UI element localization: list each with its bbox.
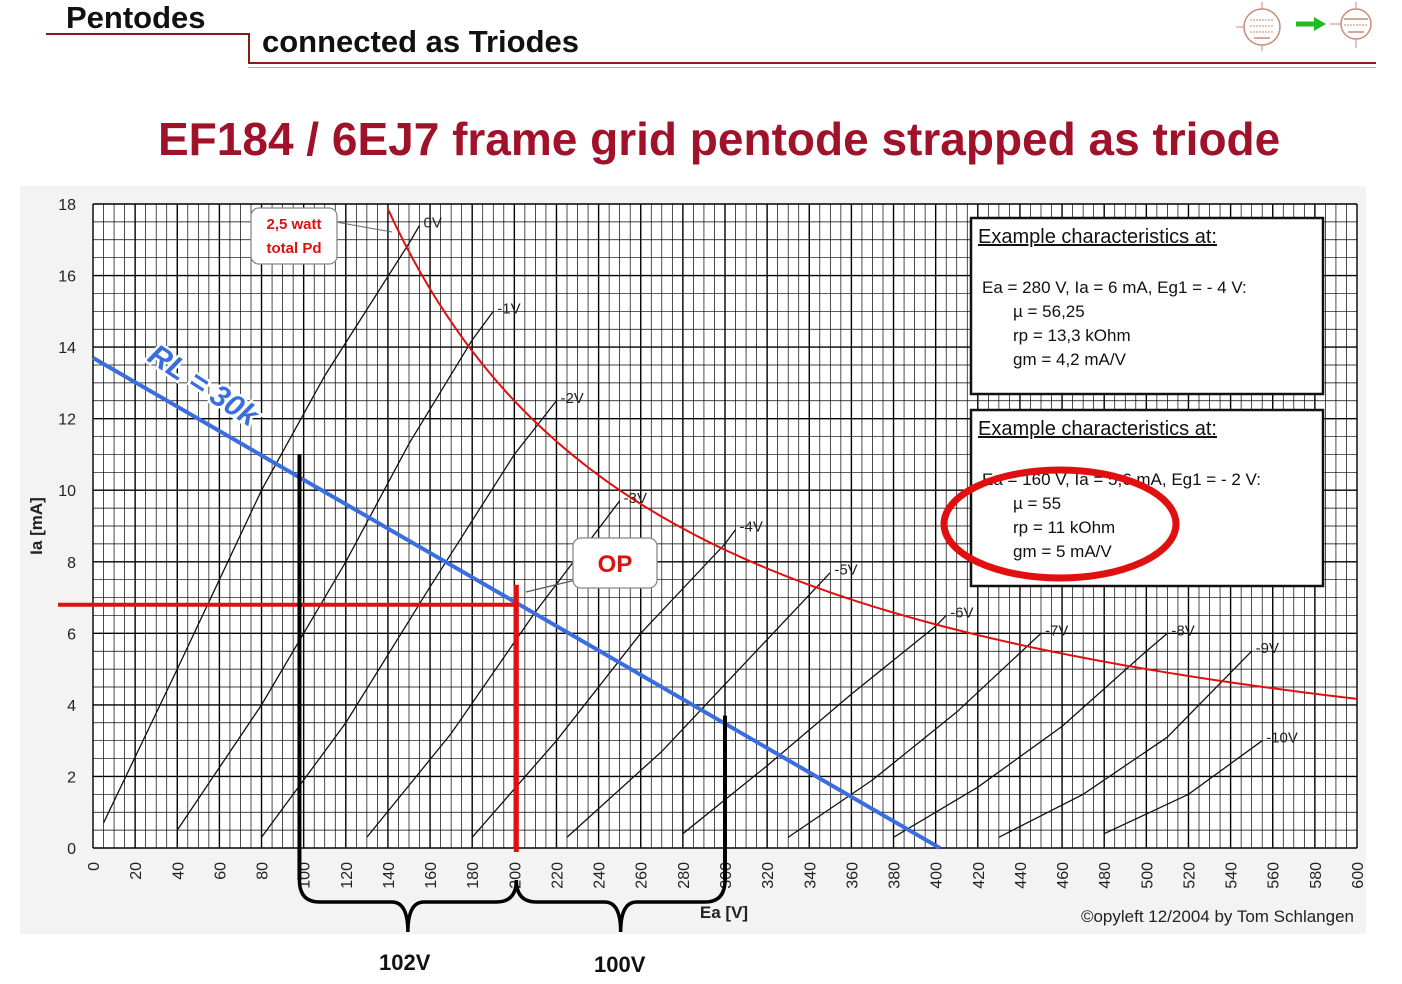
grid-curve-minus9V (998, 650, 1253, 838)
grid-curve-minus2V (261, 400, 557, 838)
info-box-value: rp = 11 kOhm (1013, 518, 1115, 537)
grid-curve-label: -10V (1266, 730, 1298, 747)
x-tick-label: 280 (676, 862, 693, 889)
grid-curve-label: -7V (1045, 622, 1068, 639)
grid-curve-minus5V (566, 572, 831, 838)
grid-curve-label: 0V (424, 214, 442, 231)
y-tick-label: 4 (67, 698, 76, 715)
x-tick-label: 440 (1013, 862, 1030, 889)
x-tick-label: 580 (1308, 862, 1325, 889)
y-tick-label: 10 (58, 483, 76, 500)
power-dissipation-curve (387, 208, 1358, 700)
y-tick-label: 16 (58, 269, 76, 286)
x-tick-label: 160 (423, 862, 440, 889)
chart-title: EF184 / 6EJ7 frame grid pentode strapped… (158, 113, 1281, 165)
x-tick-label: 420 (971, 862, 988, 889)
grid-curve-label: -5V (834, 562, 857, 579)
pd-callout-box (250, 207, 338, 265)
swing-brace-right (514, 879, 727, 933)
x-tick-label: 600 (1350, 862, 1367, 889)
y-tick-label: 6 (67, 626, 76, 643)
x-tick-label: 140 (381, 862, 398, 889)
swing-brace-left (297, 879, 519, 933)
grid-curve-label: -9V (1256, 640, 1279, 657)
x-tick-label: 240 (592, 862, 609, 889)
x-tick-label: 60 (212, 862, 229, 880)
header-rule-vertical (248, 33, 250, 63)
x-tick-label: 120 (339, 862, 356, 889)
x-tick-label: 360 (844, 862, 861, 889)
op-callout-box (572, 537, 658, 589)
x-tick-label: 20 (128, 862, 145, 880)
y-tick-label: 0 (67, 841, 76, 858)
grid-curve-label: -4V (740, 519, 763, 536)
y-tick-label: 8 (67, 555, 76, 572)
grid-curve-0V (102, 225, 421, 824)
x-tick-label: 0 (86, 862, 103, 871)
x-axis-label: Ea [V] (700, 903, 748, 922)
x-tick-label: 500 (1139, 862, 1156, 889)
x-tick-label: 400 (929, 862, 946, 889)
info-box-value: µ = 55 (1013, 494, 1061, 513)
info-box-value: gm = 5 mA/V (1013, 542, 1112, 561)
x-tick-label: 340 (802, 862, 819, 889)
y-axis-label: Ia [mA] (27, 497, 46, 555)
y-tick-label: 14 (58, 340, 76, 357)
pd-callout-pointer (335, 221, 393, 233)
grid-curve-label: -8V (1171, 622, 1194, 639)
header-subtitle: connected as Triodes (262, 24, 579, 59)
x-tick-label: 480 (1097, 862, 1114, 889)
y-tick-label: 18 (58, 197, 76, 214)
info-box-1 (969, 216, 1325, 396)
x-tick-label: 80 (255, 862, 272, 880)
grid-curve-minus10V (1103, 740, 1263, 835)
x-tick-label: 40 (170, 862, 187, 880)
grid-curve-minus4V (471, 529, 737, 838)
info-box-value: rp = 13,3 kOhm (1013, 326, 1131, 345)
copyright-text: ©opyleft 12/2004 by Tom Schlangen (1081, 907, 1354, 926)
grid-curve-minus8V (893, 632, 1168, 838)
y-tick-label: 12 (58, 412, 76, 429)
header-rule-bottom (248, 62, 1376, 64)
header-rule-top (46, 33, 250, 35)
grid-curve-label: -2V (560, 390, 583, 407)
grid-curve-label: -6V (950, 604, 973, 621)
header-rule-bottom-shadow (248, 67, 1376, 68)
x-tick-label: 200 (507, 862, 524, 889)
header-title: Pentodes (66, 0, 206, 35)
pd-label-line1: 2,5 watt (266, 216, 321, 233)
pentode-to-triode-logo-icon (1236, 2, 1372, 51)
grid-curve-minus6V (682, 614, 947, 835)
info-box-value: gm = 4,2 mA/V (1013, 350, 1127, 369)
x-tick-label: 220 (549, 862, 566, 889)
grid-curve-label: -3V (624, 490, 647, 507)
x-tick-label: 260 (634, 862, 651, 889)
highlight-circle (940, 466, 1180, 582)
info-box-value: µ = 56,25 (1013, 302, 1085, 321)
x-tick-label: 380 (887, 862, 904, 889)
grid-curve-minus7V (787, 632, 1042, 838)
x-tick-label: 460 (1055, 862, 1072, 889)
info-box-conditions: Ea = 280 V, Ia = 6 mA, Eg1 = - 4 V: (982, 278, 1247, 297)
info-box-heading: Example characteristics at: (978, 226, 1217, 248)
swing-label-left: 102V (379, 950, 431, 975)
x-tick-label: 520 (1181, 862, 1198, 889)
x-tick-label: 320 (760, 862, 777, 889)
y-tick-label: 2 (67, 769, 76, 786)
grid-curve-label: -1V (497, 300, 520, 317)
x-tick-label: 540 (1224, 862, 1241, 889)
pd-label-line2: total Pd (267, 240, 322, 257)
op-label: OP (598, 551, 633, 578)
swing-label-right: 100V (594, 952, 646, 977)
info-box-heading: Example characteristics at: (978, 418, 1217, 440)
grid-curve-minus1V (176, 310, 494, 831)
x-tick-label: 180 (465, 862, 482, 889)
x-tick-label: 560 (1266, 862, 1283, 889)
